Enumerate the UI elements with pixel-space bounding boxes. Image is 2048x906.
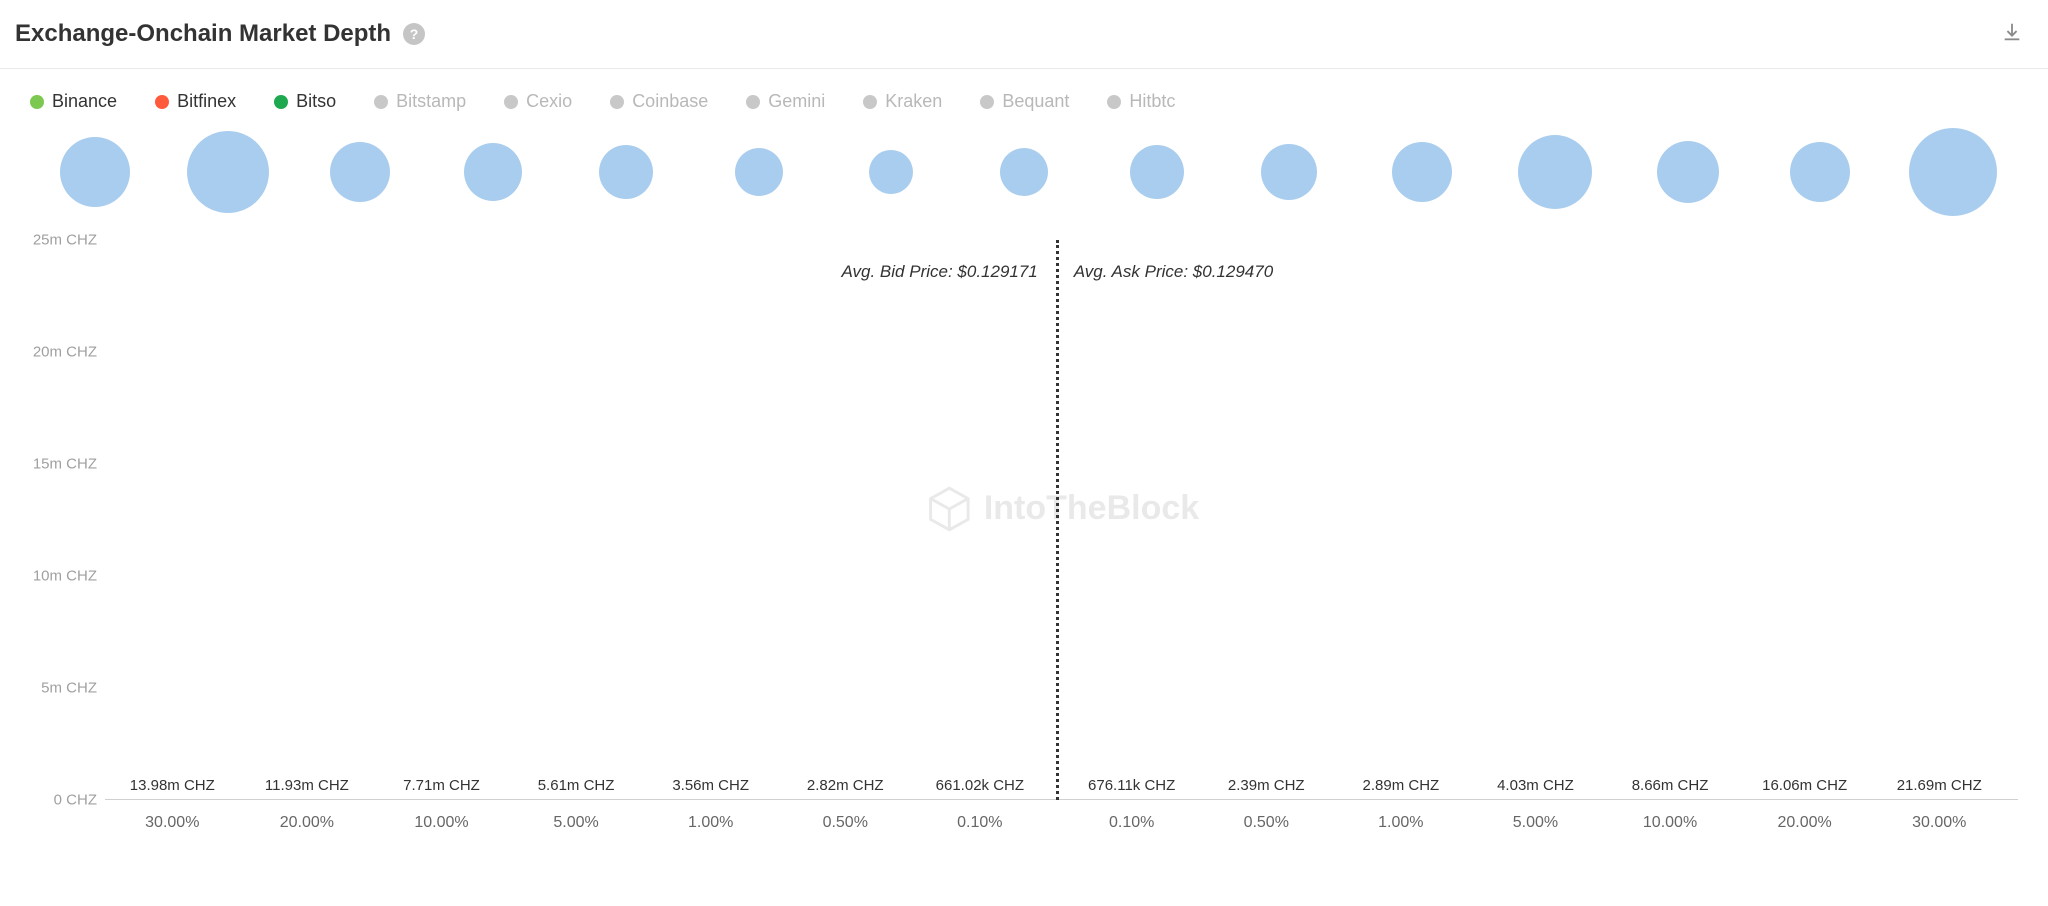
- bubble[interactable]: [599, 145, 653, 199]
- legend-label: Bitfinex: [177, 91, 236, 112]
- legend-dot-icon: [274, 95, 288, 109]
- bubble[interactable]: [330, 142, 390, 202]
- legend-label: Coinbase: [632, 91, 708, 112]
- x-tick-label: 5.00%: [1513, 814, 1558, 832]
- plot-area: IntoTheBlock 13.98m CHZ11.93m CHZ7.71m C…: [105, 240, 2018, 800]
- legend-item[interactable]: Kraken: [863, 91, 942, 112]
- depth-chart: 0 CHZ5m CHZ10m CHZ15m CHZ20m CHZ25m CHZ …: [30, 240, 2018, 850]
- bubble[interactable]: [1130, 145, 1184, 199]
- bid-ask-divider: [1056, 240, 1059, 800]
- x-tick-label: 20.00%: [280, 814, 334, 832]
- bubble[interactable]: [1518, 135, 1592, 209]
- legend-item[interactable]: Bitfinex: [155, 91, 236, 112]
- download-icon[interactable]: [2001, 21, 2023, 48]
- legend-label: Kraken: [885, 91, 942, 112]
- x-tick-label: 0.50%: [1244, 814, 1289, 832]
- market-depth-panel: Exchange-Onchain Market Depth ? BinanceB…: [0, 0, 2048, 906]
- x-tick-label: 30.00%: [145, 814, 199, 832]
- x-axis: 30.00% 20.00% 10.00% 5.00% 1.00% 0.50% 0.10% 0.…: [105, 800, 2018, 850]
- y-tick-label: 10m CHZ: [33, 568, 97, 585]
- legend-dot-icon: [863, 95, 877, 109]
- legend-dot-icon: [504, 95, 518, 109]
- bubble[interactable]: [869, 150, 913, 194]
- legend-item[interactable]: Bitstamp: [374, 91, 466, 112]
- avg-ask-label: Avg. Ask Price: $0.129470: [1074, 262, 1273, 282]
- legend-label: Hitbtc: [1129, 91, 1175, 112]
- legend-label: Bequant: [1002, 91, 1069, 112]
- legend-item[interactable]: Cexio: [504, 91, 572, 112]
- legend-item[interactable]: Bequant: [980, 91, 1069, 112]
- bubble[interactable]: [1000, 148, 1048, 196]
- bubble[interactable]: [1392, 142, 1452, 202]
- x-tick-label: 0.10%: [1109, 814, 1154, 832]
- legend-dot-icon: [610, 95, 624, 109]
- legend-label: Cexio: [526, 91, 572, 112]
- watermark: IntoTheBlock: [924, 484, 1199, 534]
- x-tick-label: 1.00%: [688, 814, 733, 832]
- help-icon[interactable]: ?: [403, 23, 425, 45]
- x-tick-label: 5.00%: [553, 814, 598, 832]
- bubble[interactable]: [1261, 144, 1317, 200]
- x-tick-label: 10.00%: [414, 814, 468, 832]
- legend-item[interactable]: Hitbtc: [1107, 91, 1175, 112]
- panel-header: Exchange-Onchain Market Depth ?: [0, 0, 2048, 69]
- bubble[interactable]: [60, 137, 130, 207]
- bubble[interactable]: [464, 143, 522, 201]
- title-wrap: Exchange-Onchain Market Depth ?: [15, 20, 425, 48]
- panel-title: Exchange-Onchain Market Depth: [15, 20, 391, 48]
- legend-label: Bitstamp: [396, 91, 466, 112]
- y-tick-label: 20m CHZ: [33, 344, 97, 361]
- legend-dot-icon: [746, 95, 760, 109]
- watermark-text: IntoTheBlock: [984, 489, 1199, 528]
- avg-bid-label: Avg. Bid Price: $0.129171: [842, 262, 1038, 282]
- y-tick-label: 25m CHZ: [33, 232, 97, 249]
- bubble[interactable]: [187, 131, 269, 213]
- legend-dot-icon: [30, 95, 44, 109]
- x-tick-label: 1.00%: [1378, 814, 1423, 832]
- legend-item[interactable]: Gemini: [746, 91, 825, 112]
- legend-dot-icon: [374, 95, 388, 109]
- x-tick-label: 0.10%: [957, 814, 1002, 832]
- bubble[interactable]: [1909, 128, 1997, 216]
- y-axis: 0 CHZ5m CHZ10m CHZ15m CHZ20m CHZ25m CHZ: [30, 240, 105, 800]
- x-tick-label: 30.00%: [1912, 814, 1966, 832]
- x-tick-label: 0.50%: [823, 814, 868, 832]
- y-tick-label: 5m CHZ: [41, 680, 97, 697]
- legend-label: Binance: [52, 91, 117, 112]
- legend-dot-icon: [980, 95, 994, 109]
- x-tick-label: 20.00%: [1777, 814, 1831, 832]
- legend-label: Bitso: [296, 91, 336, 112]
- y-tick-label: 0 CHZ: [54, 792, 97, 809]
- bubble[interactable]: [1657, 141, 1719, 203]
- legend-item[interactable]: Coinbase: [610, 91, 708, 112]
- legend-item[interactable]: Bitso: [274, 91, 336, 112]
- bar-value-label: 21.69m CHZ: [1811, 777, 2048, 794]
- legend-item[interactable]: Binance: [30, 91, 117, 112]
- x-tick-label: 10.00%: [1643, 814, 1697, 832]
- legend: Binance Bitfinex Bitso Bitstamp Cexio Coinbas…: [0, 69, 2048, 122]
- legend-dot-icon: [155, 95, 169, 109]
- bubble[interactable]: [735, 148, 783, 196]
- y-tick-label: 15m CHZ: [33, 456, 97, 473]
- bubble[interactable]: [1790, 142, 1850, 202]
- legend-label: Gemini: [768, 91, 825, 112]
- legend-dot-icon: [1107, 95, 1121, 109]
- bubble-row: [95, 122, 1953, 222]
